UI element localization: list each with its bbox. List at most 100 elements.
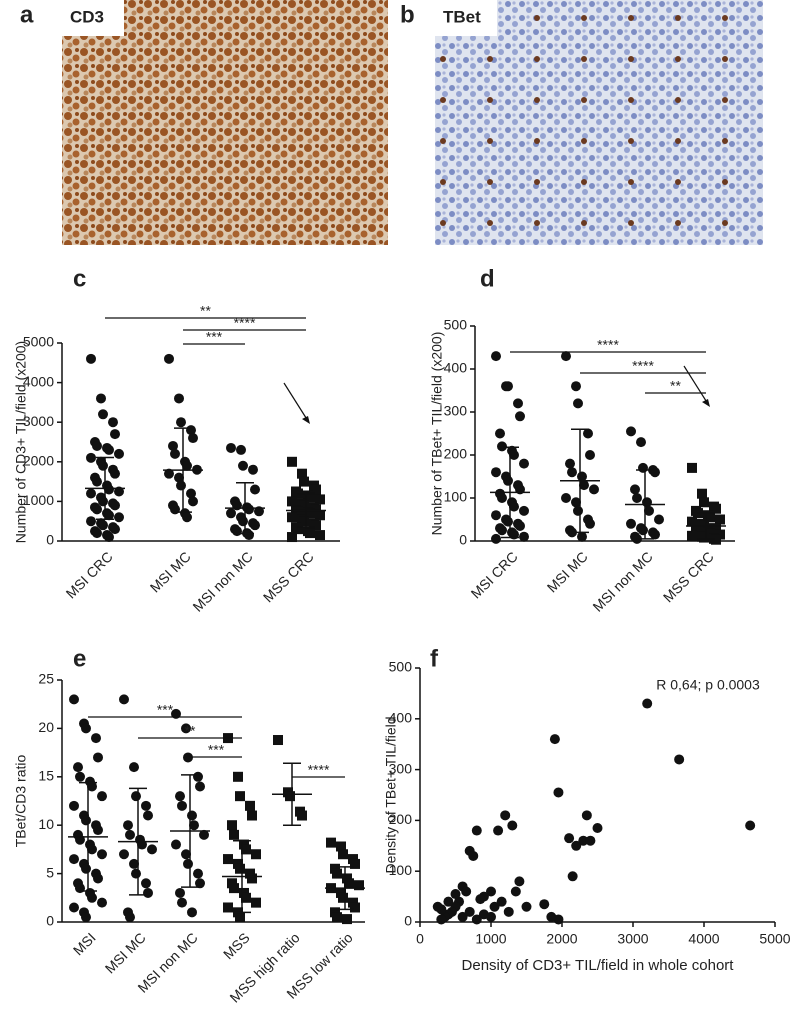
significance-label: ***: [206, 329, 223, 345]
x-tick-label: 5000: [759, 931, 790, 947]
data-point: [75, 771, 85, 782]
panel-label: a: [20, 1, 34, 28]
data-point: [193, 771, 203, 782]
data-point: [579, 480, 589, 491]
data-point: [104, 532, 114, 543]
data-point: [581, 810, 592, 821]
data-point: [521, 901, 532, 912]
data-point: [491, 510, 501, 521]
data-point: [293, 506, 303, 517]
y-tick-label: 400: [444, 360, 468, 376]
y-tick-label: 20: [38, 719, 54, 735]
data-point: [183, 752, 193, 763]
data-point: [226, 442, 236, 453]
data-point: [589, 484, 599, 495]
data-point: [175, 887, 185, 898]
panel-label: d: [480, 265, 495, 292]
y-axis-label: Number of CD3+ TIL/field (x200): [13, 341, 29, 543]
data-point: [168, 440, 178, 451]
data-point: [496, 896, 507, 907]
data-point: [123, 820, 133, 831]
data-point: [489, 901, 500, 912]
data-point: [585, 518, 595, 529]
significance-label: ****: [597, 337, 619, 353]
data-point: [87, 892, 97, 903]
data-point: [232, 526, 242, 537]
x-tick-label: 0: [416, 931, 424, 947]
data-point: [108, 417, 118, 428]
data-point: [565, 458, 575, 469]
data-point: [293, 524, 303, 535]
x-axis-label: Density of CD3+ TIL/field in whole cohor…: [462, 957, 735, 974]
data-point: [86, 353, 96, 364]
micrograph-stain: [435, 0, 763, 245]
data-point: [650, 529, 660, 540]
data-point: [87, 781, 97, 792]
data-point: [92, 476, 102, 487]
x-tick-label: 1000: [475, 931, 506, 947]
data-point: [332, 912, 342, 923]
data-point: [193, 868, 203, 879]
y-axis-label: Number of TBet+ TIL/field (x200): [429, 332, 445, 536]
data-point: [96, 393, 106, 404]
data-point: [571, 497, 581, 508]
y-tick-label: 100: [444, 489, 468, 505]
data-point: [299, 476, 309, 487]
x-tick-label: MSS CRC: [260, 548, 317, 605]
data-point: [519, 458, 529, 469]
data-point: [93, 873, 103, 884]
data-point: [69, 800, 79, 811]
data-point: [503, 516, 513, 527]
data-point: [715, 514, 725, 525]
data-point: [110, 468, 120, 479]
data-point: [245, 800, 255, 811]
data-point: [182, 460, 192, 471]
data-point: [519, 505, 529, 516]
data-point: [114, 512, 124, 523]
data-point: [119, 694, 129, 705]
data-point: [699, 532, 709, 543]
data-point: [199, 829, 209, 840]
data-point: [195, 781, 205, 792]
y-tick-label: 200: [444, 446, 468, 462]
y-tick-label: 4000: [23, 373, 54, 389]
y-tick-label: 5: [46, 864, 54, 880]
data-point: [141, 878, 151, 889]
data-point: [229, 883, 239, 894]
data-point: [513, 398, 523, 409]
data-point: [164, 353, 174, 364]
data-point: [227, 820, 237, 831]
data-point: [297, 468, 307, 479]
data-point: [497, 441, 507, 452]
data-point: [577, 531, 587, 542]
data-point: [91, 733, 101, 744]
data-point: [573, 505, 583, 516]
y-tick-label: 5000: [23, 334, 54, 350]
data-point: [174, 472, 184, 483]
data-point: [561, 493, 571, 503]
arrow: [283, 382, 309, 422]
data-point: [129, 858, 139, 869]
data-point: [69, 694, 79, 705]
data-point: [507, 820, 518, 831]
data-point: [236, 444, 246, 455]
data-point: [687, 530, 697, 541]
data-point: [711, 523, 721, 534]
data-point: [461, 886, 472, 897]
x-tick-label: MSI non MC: [589, 548, 655, 614]
data-point: [171, 708, 181, 719]
data-point: [235, 863, 245, 874]
data-point: [241, 844, 251, 855]
data-point: [176, 480, 186, 491]
data-point: [642, 497, 652, 508]
data-point: [110, 429, 120, 440]
data-point: [510, 886, 521, 897]
data-point: [326, 837, 336, 848]
x-tick-label: MSI: [70, 929, 99, 958]
data-point: [475, 894, 486, 905]
data-point: [131, 868, 141, 879]
arrow-head: [302, 416, 310, 424]
data-point: [549, 734, 560, 745]
y-tick-label: 0: [46, 532, 54, 548]
